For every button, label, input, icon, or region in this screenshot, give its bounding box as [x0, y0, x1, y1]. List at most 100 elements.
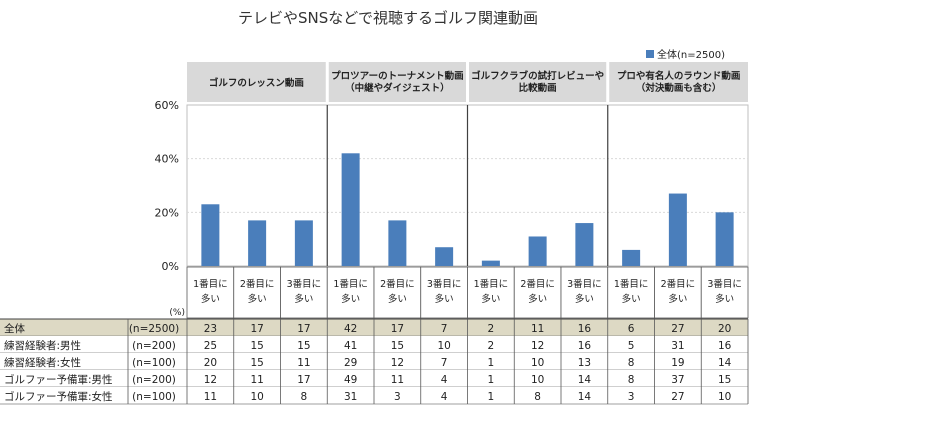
table-cell: 20	[718, 323, 731, 335]
category-label: 3番目に	[567, 278, 602, 290]
bar	[201, 204, 220, 266]
unit-label: (%)	[169, 308, 185, 318]
row-label: 全体	[4, 322, 25, 335]
table-cell: 31	[671, 340, 684, 352]
category-label: 3番目に	[707, 278, 742, 290]
table-cell: 14	[578, 374, 592, 386]
table-cell: 20	[204, 357, 217, 369]
category-label: 多い	[201, 293, 220, 305]
table-cell: 15	[391, 340, 404, 352]
category-label: 2番目に	[520, 278, 555, 290]
table-cell: 14	[718, 357, 732, 369]
table-cell: 23	[204, 323, 217, 335]
table-cell: 5	[628, 340, 635, 352]
chart-title: テレビやSNSなどで視聴するゴルフ関連動画	[238, 9, 538, 27]
table-cell: 16	[718, 340, 732, 352]
row-label: ゴルファー予備軍:男性	[4, 373, 113, 386]
y-tick-label: 0%	[162, 260, 179, 273]
group-header-label: ゴルフのレッスン動画	[209, 77, 304, 89]
category-label: 1番目に	[193, 278, 228, 290]
table-cell: 17	[297, 323, 310, 335]
category-label: 多い	[341, 293, 360, 305]
category-label: 多い	[575, 293, 594, 305]
table-cell: 16	[578, 323, 592, 335]
category-cell	[280, 266, 328, 319]
table-cell: 6	[628, 323, 635, 335]
y-tick-label: 60%	[155, 99, 179, 112]
category-cell	[233, 266, 281, 319]
category-label: 1番目に	[333, 278, 368, 290]
table-cell: 49	[344, 374, 357, 386]
group-header-box	[609, 62, 748, 102]
row-label: 練習経験者:女性	[4, 356, 81, 369]
table-cell: 27	[671, 391, 684, 403]
table-cell: 14	[578, 391, 592, 403]
table-cell: 10	[718, 391, 731, 403]
row-n: (n=2500)	[129, 323, 179, 335]
bar	[715, 212, 734, 266]
table-cell: 1	[488, 357, 495, 369]
table-cell: 42	[344, 323, 357, 335]
table-cell: 15	[297, 340, 310, 352]
group-header-box	[469, 62, 607, 102]
row-label: 練習経験者:男性	[4, 339, 81, 352]
table-cell: 10	[531, 374, 544, 386]
table-cell: 12	[391, 357, 404, 369]
table-cell: 8	[301, 391, 308, 403]
category-cell	[373, 266, 422, 319]
bar	[294, 220, 313, 266]
table-cell: 16	[578, 340, 592, 352]
category-cell	[513, 266, 562, 319]
group-header-box	[187, 62, 326, 102]
category-label: 多い	[294, 293, 313, 305]
table-cell: 4	[441, 374, 448, 386]
table-cell: 37	[671, 374, 684, 386]
category-cell	[467, 266, 515, 319]
row-n: (n=200)	[132, 374, 176, 386]
category-label: 多い	[668, 293, 687, 305]
category-cell	[654, 266, 702, 319]
category-label: 多い	[435, 293, 454, 305]
table-cell: 1	[488, 391, 495, 403]
group-headers: ゴルフのレッスン動画 プロツアーのトーナメント動画（中継やダイジェスト） ゴルフクラ…	[187, 62, 748, 102]
category-label: 1番目に	[474, 278, 509, 290]
category-label: 2番目に	[240, 278, 275, 290]
category-label: 多い	[481, 293, 500, 305]
table-cell: 17	[297, 374, 310, 386]
table-cell: 1	[488, 374, 495, 386]
table-cell: 2	[488, 323, 495, 335]
category-cell	[560, 266, 609, 319]
group-header-label: ゴルフクラブの試打レビューや	[471, 70, 604, 82]
category-cell	[607, 266, 655, 319]
group-header-label: プロツアーのトーナメント動画	[331, 70, 463, 82]
bar	[668, 193, 687, 266]
row-n: (n=200)	[132, 340, 176, 352]
row-n: (n=100)	[132, 391, 176, 403]
table-cell: 10	[437, 340, 450, 352]
table-cell: 41	[344, 340, 357, 352]
category-cell	[326, 266, 375, 319]
table-cell: 11	[250, 374, 263, 386]
table-cell: 10	[531, 357, 544, 369]
table-cell: 2	[488, 340, 495, 352]
bar	[341, 153, 360, 266]
category-label: 多い	[622, 293, 641, 305]
table-cell: 15	[250, 357, 263, 369]
table-cell: 13	[578, 357, 591, 369]
table-cell: 15	[718, 374, 731, 386]
category-cell	[420, 266, 468, 319]
table-cell: 17	[391, 323, 404, 335]
table-cell: 11	[391, 374, 404, 386]
table-cell: 10	[250, 391, 263, 403]
category-label: 多い	[715, 293, 734, 305]
legend-label: 全体(n=2500)	[657, 48, 725, 61]
y-tick-label: 40%	[155, 153, 179, 166]
category-label: 1番目に	[614, 278, 649, 290]
group-header-label: （対決動画も含む）	[636, 82, 722, 94]
table-cell: 12	[204, 374, 217, 386]
category-label: 2番目に	[661, 278, 696, 290]
category-label: 2番目に	[380, 278, 415, 290]
group-header-label: 比較動画	[519, 82, 557, 94]
